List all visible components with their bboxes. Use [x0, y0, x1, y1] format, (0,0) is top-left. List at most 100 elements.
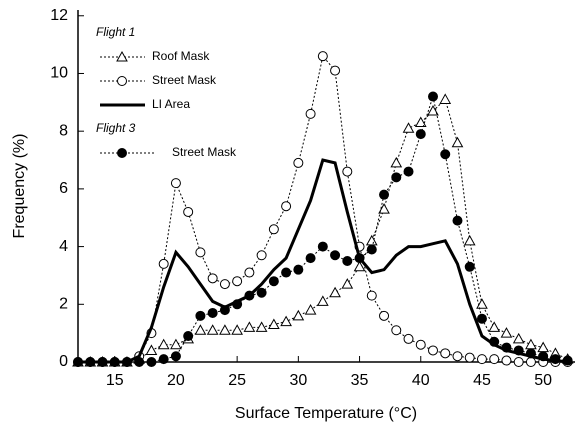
marker [116, 50, 128, 62]
legend-heading: Flight 3 [96, 121, 136, 135]
marker [354, 253, 365, 264]
marker [403, 166, 414, 177]
marker [145, 344, 158, 355]
marker [243, 321, 256, 332]
marker [170, 178, 181, 189]
marker [219, 305, 230, 316]
marker [183, 331, 194, 342]
marker [440, 149, 451, 160]
marker [304, 304, 317, 315]
marker [268, 224, 279, 235]
marker [183, 206, 194, 217]
marker [464, 261, 475, 272]
x-tick-label: 45 [473, 372, 491, 389]
marker [414, 116, 427, 128]
marker [489, 354, 500, 365]
x-tick-label: 30 [289, 372, 307, 389]
marker [280, 315, 292, 327]
marker [342, 256, 353, 267]
marker [562, 355, 573, 366]
marker [379, 310, 390, 321]
marker [500, 327, 513, 338]
marker [476, 298, 488, 309]
marker [293, 264, 304, 275]
marker [366, 244, 377, 255]
marker [365, 234, 378, 246]
marker [525, 348, 536, 359]
marker [463, 234, 476, 246]
marker [353, 260, 366, 272]
marker [501, 342, 512, 353]
marker [378, 203, 390, 214]
marker [207, 307, 218, 318]
y-tick-label: 8 [59, 122, 68, 139]
y-axis-label: Frequency (%) [11, 134, 28, 239]
marker [391, 325, 402, 336]
marker [538, 351, 549, 362]
legend-label: Street Mask [152, 73, 217, 87]
marker [451, 136, 464, 148]
marker [293, 157, 304, 168]
marker [109, 357, 120, 367]
marker [330, 65, 341, 76]
marker [305, 108, 316, 119]
marker [390, 156, 403, 168]
marker [117, 76, 127, 86]
marker [452, 215, 463, 226]
marker [85, 357, 96, 367]
marker [255, 321, 268, 332]
marker [231, 324, 243, 335]
marker [219, 324, 231, 335]
y-tick-label: 10 [50, 65, 68, 82]
marker [342, 166, 353, 177]
marker [244, 267, 255, 278]
marker [157, 338, 170, 350]
y-tick-label: 6 [59, 180, 68, 197]
marker [281, 267, 292, 278]
marker [366, 290, 377, 301]
marker [97, 357, 108, 367]
marker [550, 354, 561, 365]
marker [316, 295, 329, 306]
series-line [78, 158, 568, 364]
marker [428, 91, 438, 102]
legend-label: Roof Mask [152, 49, 210, 63]
marker [195, 310, 206, 321]
marker [525, 338, 537, 350]
marker [170, 338, 182, 350]
marker [428, 345, 438, 356]
marker [415, 129, 426, 140]
y-tick-label: 2 [59, 296, 68, 313]
marker [415, 339, 426, 350]
x-tick-label: 20 [167, 372, 185, 389]
marker [219, 279, 230, 290]
marker [244, 290, 255, 301]
marker [158, 354, 169, 365]
marker [158, 258, 169, 269]
marker [170, 351, 181, 362]
marker [256, 287, 267, 298]
x-tick-label: 15 [106, 372, 124, 389]
marker [379, 189, 390, 200]
marker [329, 286, 341, 298]
marker [476, 354, 487, 365]
marker [305, 253, 316, 264]
marker [464, 352, 475, 363]
marker [134, 357, 145, 367]
marker [73, 357, 83, 367]
y-tick-label: 0 [59, 353, 68, 370]
marker [439, 93, 452, 104]
marker [512, 332, 525, 344]
marker [195, 247, 206, 258]
marker [513, 357, 524, 367]
marker [268, 276, 279, 287]
marker [146, 357, 157, 367]
x-tick-label: 25 [228, 372, 246, 389]
marker [256, 250, 267, 261]
marker [391, 172, 402, 183]
marker [403, 333, 414, 344]
marker [207, 273, 218, 284]
marker [402, 122, 415, 133]
marker [476, 313, 487, 324]
